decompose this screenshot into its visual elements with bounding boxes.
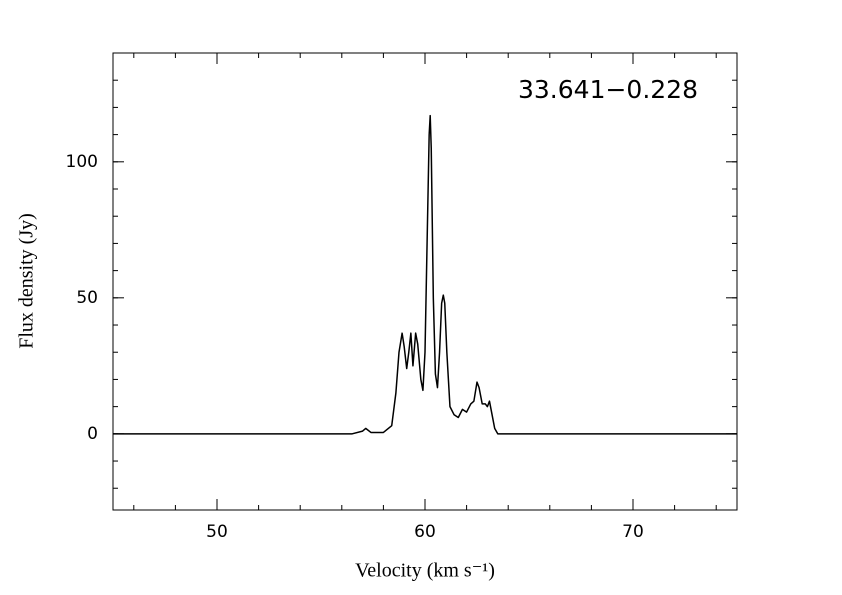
spectrum-line — [113, 114, 737, 435]
x-tick-label: 50 — [206, 522, 228, 542]
chart-title: 33.641−0.228 — [518, 75, 698, 104]
y-axis-label: Flux density (Jy) — [16, 213, 38, 349]
y-tick-label: 100 — [66, 152, 98, 172]
plot-frame — [112, 52, 738, 511]
y-tick-label: 50 — [76, 288, 98, 308]
x-tick-label: 60 — [414, 522, 436, 542]
x-tick-label: 70 — [622, 522, 644, 542]
x-axis-label: Velocity (km s⁻¹) — [355, 560, 495, 582]
y-tick-label: 0 — [87, 424, 98, 444]
